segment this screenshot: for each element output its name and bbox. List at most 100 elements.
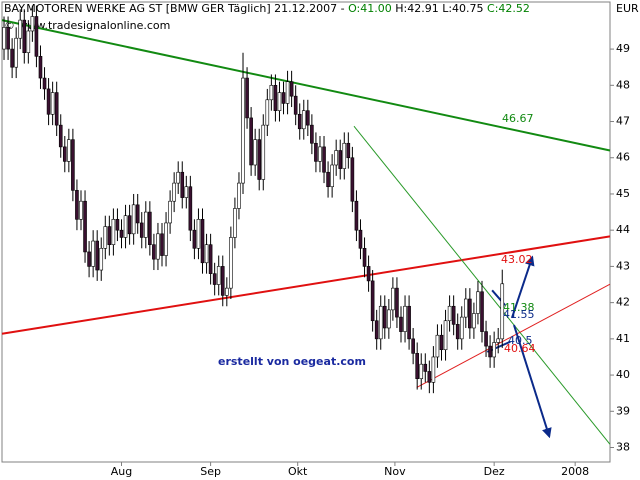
candle-body	[18, 19, 23, 39]
candle-body	[123, 215, 128, 238]
candle-body	[79, 200, 83, 220]
candle-body	[354, 200, 359, 231]
y-tick-label: 44	[616, 223, 630, 236]
candle-body	[463, 298, 468, 318]
candle-body	[261, 124, 266, 180]
candle-body	[188, 186, 193, 231]
candle-body	[67, 139, 71, 162]
candle-body	[54, 92, 59, 126]
candle-body	[411, 338, 415, 354]
candle-body	[281, 92, 286, 104]
y-tick-label: 42	[616, 296, 630, 309]
candle-body	[143, 211, 148, 238]
x-tick-label: Okt	[288, 465, 308, 478]
y-tick-label: 45	[616, 187, 630, 200]
annotation: 40.5	[508, 334, 533, 347]
candle-body	[26, 30, 31, 54]
candle-body	[439, 334, 444, 351]
candle-body	[2, 27, 6, 50]
x-tick-label: Nov	[384, 465, 406, 478]
trend-line	[1, 235, 611, 335]
y-tick-label: 39	[616, 404, 630, 417]
y-tick-label: 49	[616, 42, 630, 55]
candle-body	[180, 171, 185, 198]
candle-body	[346, 142, 351, 159]
x-tick-label: 2008	[561, 465, 589, 478]
y-tick-label: 43	[616, 259, 630, 272]
candle-body	[204, 244, 209, 264]
candle-body	[310, 124, 314, 144]
candle-body	[34, 16, 39, 57]
title-part: BAY.MOTOREN WERKE AG ST [BMW GER Täglich…	[4, 2, 348, 15]
candle-body	[468, 298, 472, 329]
trend-line	[1, 19, 611, 152]
candle-body	[152, 244, 156, 260]
y-tick-label: 48	[616, 78, 630, 91]
candle-body	[480, 291, 484, 332]
candle-body	[403, 305, 407, 332]
candle-body	[399, 316, 403, 332]
candle-body	[362, 247, 367, 267]
candle-body	[220, 266, 225, 296]
candle-body	[87, 251, 91, 267]
candle-body	[42, 77, 47, 90]
candle-body	[447, 305, 452, 322]
arrow	[511, 255, 535, 319]
candle-body	[58, 124, 63, 148]
title-part: C:42.52	[484, 2, 530, 15]
candle-body	[103, 226, 108, 249]
candle-body	[249, 117, 253, 166]
candle-body	[168, 200, 172, 224]
candle-body	[306, 110, 310, 126]
candle-body	[156, 233, 160, 260]
title-part: O:41.00	[348, 2, 392, 15]
candle-body	[237, 182, 241, 209]
candle-body	[322, 146, 326, 173]
candle-body	[455, 324, 460, 340]
candle-body	[184, 186, 189, 198]
candle-body	[326, 171, 330, 188]
candle-body	[435, 334, 440, 358]
candle-body	[99, 247, 104, 271]
plot-frame	[1, 1, 611, 463]
candle-body	[500, 283, 505, 340]
candle-body	[38, 56, 43, 79]
candle-body	[46, 88, 51, 115]
candle-body	[293, 95, 298, 115]
y-tick-label: 47	[616, 115, 630, 128]
y-tick-label: 40	[616, 368, 630, 381]
candle-body	[391, 287, 395, 311]
candle-body	[451, 305, 456, 325]
candle-body	[297, 113, 302, 130]
candle-body	[10, 48, 14, 68]
candle-body	[107, 226, 112, 245]
candle-body	[148, 211, 152, 245]
candle-body	[387, 309, 391, 329]
candle-body	[192, 229, 197, 249]
candle-body	[233, 208, 237, 238]
candle-body	[338, 150, 343, 169]
candle-body	[459, 316, 464, 340]
candle-body	[285, 81, 290, 104]
candle-body	[289, 81, 294, 97]
candle-body	[196, 219, 201, 249]
candle-body	[131, 204, 136, 235]
candle-body	[330, 164, 334, 188]
candle-body	[91, 240, 95, 267]
candle-body	[245, 77, 249, 119]
title-part: H:42.91 L:40.75	[392, 2, 484, 15]
candle-body	[378, 305, 383, 340]
candle-body	[370, 280, 375, 322]
candle-body	[160, 233, 164, 256]
candle-body	[30, 16, 35, 32]
candle-body	[476, 291, 480, 314]
candle-body	[208, 244, 213, 274]
candle-body	[472, 313, 476, 329]
candle-body	[419, 363, 424, 379]
candle-body	[119, 229, 124, 238]
candle-body	[229, 237, 233, 289]
candle-body	[358, 229, 363, 249]
candle-body	[14, 37, 18, 68]
candle-body	[265, 99, 270, 126]
